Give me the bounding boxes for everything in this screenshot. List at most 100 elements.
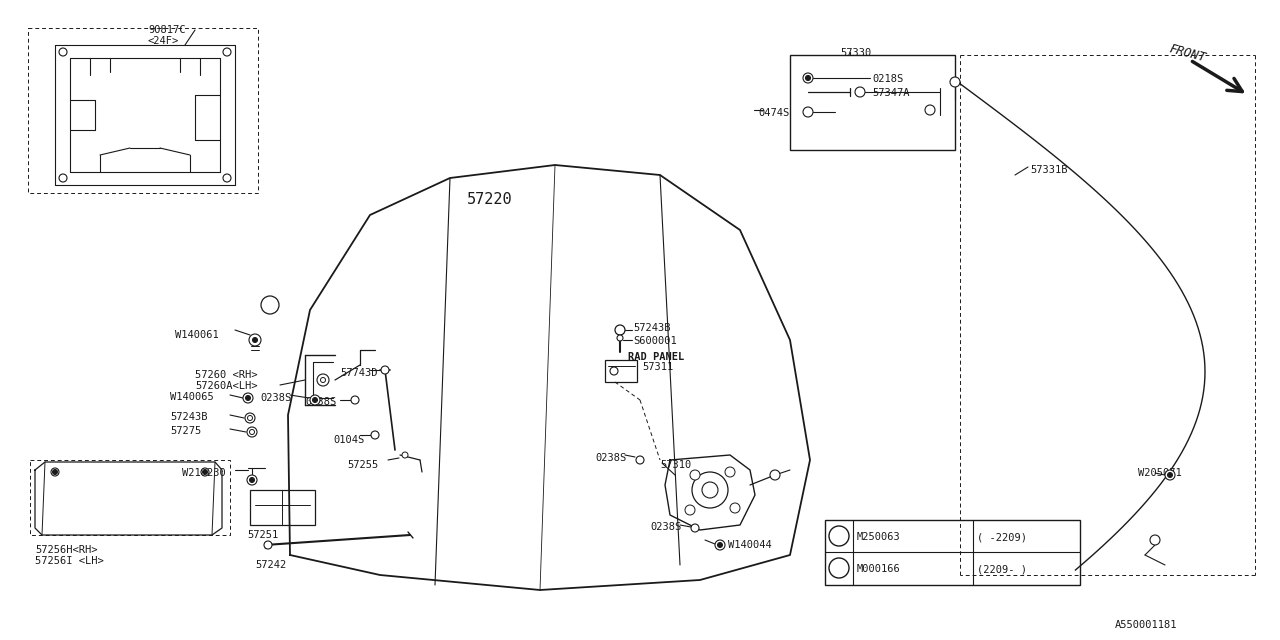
Text: 1: 1 — [836, 563, 842, 573]
Circle shape — [59, 48, 67, 56]
Text: 57243B: 57243B — [634, 323, 671, 333]
Text: W140044: W140044 — [728, 540, 772, 550]
Circle shape — [829, 526, 849, 546]
Circle shape — [636, 456, 644, 464]
Circle shape — [381, 366, 389, 374]
Circle shape — [247, 427, 257, 437]
Circle shape — [250, 429, 255, 435]
Circle shape — [855, 87, 865, 97]
Text: 0238S: 0238S — [260, 393, 292, 403]
Circle shape — [716, 540, 724, 550]
Circle shape — [202, 470, 207, 474]
Circle shape — [617, 335, 623, 341]
Text: 57243B: 57243B — [170, 412, 207, 422]
Circle shape — [252, 337, 257, 342]
Circle shape — [264, 541, 273, 549]
Circle shape — [1167, 472, 1172, 477]
Text: 57256H<RH>: 57256H<RH> — [35, 545, 97, 555]
Text: M000166: M000166 — [858, 564, 901, 574]
Text: 0238S: 0238S — [595, 453, 626, 463]
Circle shape — [402, 452, 408, 458]
Text: 57255: 57255 — [347, 460, 379, 470]
Text: 0474S: 0474S — [758, 108, 790, 118]
Circle shape — [59, 174, 67, 182]
Circle shape — [351, 396, 358, 404]
Circle shape — [371, 431, 379, 439]
Text: 57260 <RH>: 57260 <RH> — [195, 370, 257, 380]
Text: 57310: 57310 — [660, 460, 691, 470]
Circle shape — [310, 395, 320, 405]
Circle shape — [247, 415, 252, 420]
Text: 57331B: 57331B — [1030, 165, 1068, 175]
Circle shape — [52, 470, 58, 474]
Circle shape — [1165, 470, 1175, 480]
Text: 57311: 57311 — [643, 362, 673, 372]
Circle shape — [730, 503, 740, 513]
Text: W205071: W205071 — [1138, 468, 1181, 478]
Circle shape — [1149, 535, 1160, 545]
Text: 1: 1 — [266, 300, 273, 310]
Text: W210230: W210230 — [182, 468, 225, 478]
Text: 57260A<LH>: 57260A<LH> — [195, 381, 257, 391]
Text: W140061: W140061 — [175, 330, 219, 340]
Circle shape — [250, 334, 261, 346]
Text: 57743D: 57743D — [340, 368, 378, 378]
Text: 57251: 57251 — [247, 530, 278, 540]
Text: 57220: 57220 — [467, 192, 513, 207]
Text: 1: 1 — [836, 531, 842, 541]
Text: M250063: M250063 — [858, 532, 901, 542]
Circle shape — [243, 393, 253, 403]
Circle shape — [247, 475, 257, 485]
Circle shape — [312, 397, 317, 403]
Circle shape — [250, 477, 255, 483]
Text: 57330: 57330 — [840, 48, 872, 58]
Text: ( -2209): ( -2209) — [977, 532, 1027, 542]
Text: 57347A: 57347A — [872, 88, 910, 98]
Bar — [605, 360, 637, 382]
Text: 0238S: 0238S — [650, 522, 681, 532]
Bar — [826, 520, 1080, 585]
Circle shape — [803, 73, 813, 83]
Text: RAD PANEL: RAD PANEL — [628, 352, 685, 362]
Circle shape — [614, 325, 625, 335]
Circle shape — [692, 472, 728, 508]
Circle shape — [805, 76, 810, 81]
Circle shape — [320, 378, 325, 383]
Circle shape — [223, 174, 230, 182]
Circle shape — [829, 558, 849, 578]
Circle shape — [690, 470, 700, 480]
Circle shape — [950, 77, 960, 87]
Text: S600001: S600001 — [634, 336, 677, 346]
Text: (2209- ): (2209- ) — [977, 564, 1027, 574]
Text: 57256I <LH>: 57256I <LH> — [35, 556, 104, 566]
Bar — [29, 460, 230, 535]
Bar — [790, 55, 955, 150]
Circle shape — [803, 107, 813, 117]
Circle shape — [201, 468, 209, 476]
Text: FRONT: FRONT — [1169, 42, 1207, 64]
Text: 57275: 57275 — [170, 426, 201, 436]
Circle shape — [246, 396, 251, 401]
Circle shape — [718, 543, 722, 547]
Text: <24F>: <24F> — [148, 36, 179, 46]
Text: W140065: W140065 — [170, 392, 214, 402]
Circle shape — [724, 467, 735, 477]
Circle shape — [925, 105, 934, 115]
Text: 0238S: 0238S — [305, 397, 337, 407]
Circle shape — [685, 505, 695, 515]
Bar — [250, 490, 315, 525]
Text: 0104S: 0104S — [333, 435, 365, 445]
Circle shape — [244, 413, 255, 423]
Text: A550001181: A550001181 — [1115, 620, 1178, 630]
Text: 57242: 57242 — [255, 560, 287, 570]
Circle shape — [223, 48, 230, 56]
Circle shape — [691, 524, 699, 532]
Circle shape — [701, 482, 718, 498]
Text: 0218S: 0218S — [872, 74, 904, 84]
Circle shape — [317, 374, 329, 386]
Circle shape — [611, 367, 618, 375]
Bar — [28, 28, 259, 193]
Text: 90817C: 90817C — [148, 25, 186, 35]
Circle shape — [771, 470, 780, 480]
Circle shape — [261, 296, 279, 314]
